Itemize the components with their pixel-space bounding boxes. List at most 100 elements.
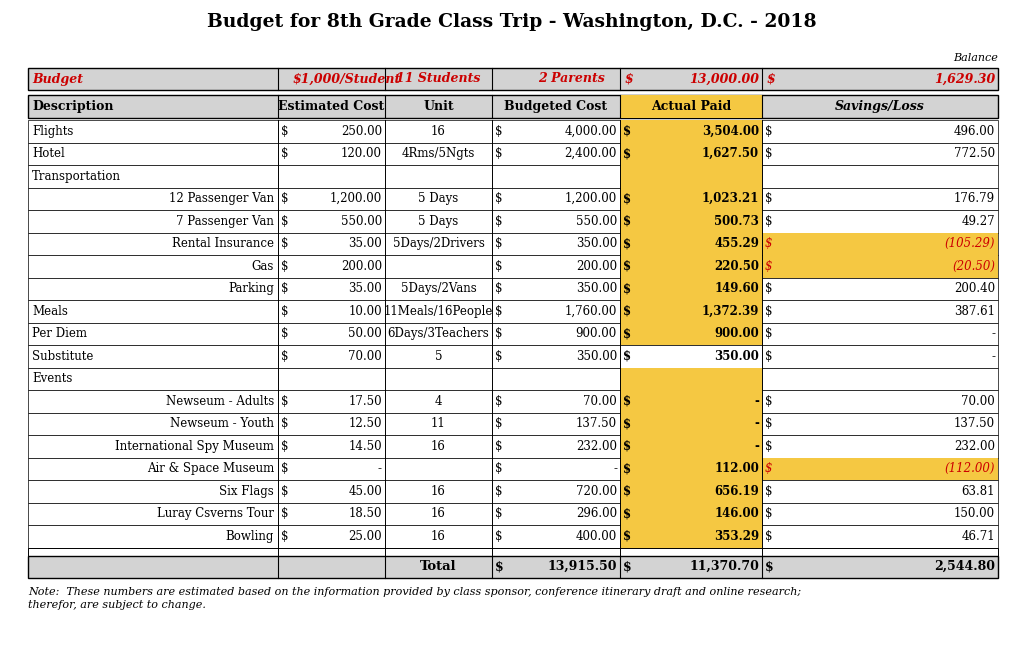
Text: $: $: [765, 507, 772, 520]
Text: 656.19: 656.19: [715, 485, 759, 498]
Text: 220.50: 220.50: [714, 260, 759, 272]
Bar: [28, 187, 998, 210]
Text: $: $: [623, 530, 631, 543]
Text: 250.00: 250.00: [341, 124, 382, 138]
Bar: [620, 413, 762, 435]
Bar: [28, 120, 998, 143]
Text: 176.79: 176.79: [954, 193, 995, 205]
Bar: [620, 457, 762, 480]
Text: 4Rms/5Ngts: 4Rms/5Ngts: [401, 147, 475, 160]
Bar: [762, 457, 998, 480]
Text: $: $: [495, 417, 503, 430]
Bar: [620, 300, 762, 322]
Text: 496.00: 496.00: [953, 124, 995, 138]
Bar: [620, 165, 762, 187]
Text: $: $: [281, 193, 289, 205]
Text: $: $: [765, 328, 772, 340]
Text: Note:  These numbers are estimated based on the information provided by class sp: Note: These numbers are estimated based …: [28, 587, 801, 597]
Bar: [620, 525, 762, 548]
Text: -: -: [754, 440, 759, 453]
Text: Actual Paid: Actual Paid: [651, 100, 731, 113]
Text: 13,915.50: 13,915.50: [548, 560, 617, 573]
Text: 63.81: 63.81: [962, 485, 995, 498]
Text: $: $: [623, 282, 631, 295]
Text: -: -: [613, 462, 617, 476]
Text: 5: 5: [435, 350, 442, 363]
Text: 5Days/2Drivers: 5Days/2Drivers: [392, 237, 484, 250]
Text: $: $: [623, 417, 631, 430]
Text: $: $: [495, 395, 503, 408]
Text: Budgeted Cost: Budgeted Cost: [505, 100, 607, 113]
Text: 46.71: 46.71: [962, 530, 995, 543]
Bar: [620, 255, 762, 278]
Text: $: $: [495, 328, 503, 340]
Text: 1,627.50: 1,627.50: [701, 147, 759, 160]
Bar: [620, 187, 762, 210]
Text: $: $: [495, 305, 503, 318]
Text: Meals: Meals: [32, 305, 68, 318]
Bar: [28, 548, 998, 555]
Text: International Spy Museum: International Spy Museum: [115, 440, 274, 453]
Text: 350.00: 350.00: [575, 350, 617, 363]
Text: 35.00: 35.00: [348, 282, 382, 295]
Bar: [28, 165, 998, 187]
Text: 7 Passenger Van: 7 Passenger Van: [176, 215, 274, 228]
Bar: [28, 143, 998, 165]
Text: 112.00: 112.00: [714, 462, 759, 476]
Bar: [762, 255, 998, 278]
Text: Transportation: Transportation: [32, 170, 121, 183]
Text: $: $: [624, 73, 633, 86]
Text: 146.00: 146.00: [715, 507, 759, 520]
Text: Events: Events: [32, 372, 73, 385]
Text: $: $: [495, 124, 503, 138]
Text: 550.00: 550.00: [341, 215, 382, 228]
Bar: [28, 210, 998, 233]
Text: 200.00: 200.00: [575, 260, 617, 272]
Text: Per Diem: Per Diem: [32, 328, 87, 340]
Text: $: $: [623, 328, 631, 340]
Bar: [28, 300, 998, 322]
Text: Flights: Flights: [32, 124, 74, 138]
Text: 1,200.00: 1,200.00: [330, 193, 382, 205]
Text: -: -: [991, 328, 995, 340]
Text: Newseum - Youth: Newseum - Youth: [170, 417, 274, 430]
Text: 455.29: 455.29: [714, 237, 759, 250]
Text: Balance: Balance: [953, 53, 998, 63]
Bar: [620, 367, 762, 390]
Text: $: $: [495, 530, 503, 543]
Text: $: $: [281, 215, 289, 228]
Text: $: $: [495, 507, 503, 520]
Text: $: $: [765, 395, 772, 408]
Bar: [620, 435, 762, 457]
Text: 720.00: 720.00: [575, 485, 617, 498]
Text: $: $: [495, 193, 503, 205]
Text: $: $: [281, 350, 289, 363]
Text: 296.00: 296.00: [575, 507, 617, 520]
Bar: [28, 68, 998, 90]
Text: 13,000.00: 13,000.00: [689, 73, 759, 86]
Text: (112.00): (112.00): [944, 462, 995, 476]
Text: $: $: [623, 193, 631, 205]
Text: Description: Description: [32, 100, 114, 113]
Text: 1,760.00: 1,760.00: [564, 305, 617, 318]
Text: 16: 16: [431, 507, 445, 520]
Text: -: -: [754, 395, 759, 408]
Bar: [28, 555, 998, 578]
Text: 16: 16: [431, 440, 445, 453]
Text: $: $: [495, 440, 503, 453]
Text: 14.50: 14.50: [348, 440, 382, 453]
Text: 149.60: 149.60: [715, 282, 759, 295]
Text: 353.29: 353.29: [714, 530, 759, 543]
Text: Total: Total: [420, 560, 457, 573]
Text: $: $: [281, 395, 289, 408]
Text: $: $: [281, 507, 289, 520]
Text: $: $: [623, 305, 631, 318]
Text: Substitute: Substitute: [32, 350, 93, 363]
Text: 232.00: 232.00: [954, 440, 995, 453]
Text: (20.50): (20.50): [952, 260, 995, 272]
Text: 200.00: 200.00: [341, 260, 382, 272]
Bar: [620, 210, 762, 233]
Text: 500.73: 500.73: [714, 215, 759, 228]
Text: $: $: [765, 193, 772, 205]
Text: Six Flags: Six Flags: [219, 485, 274, 498]
